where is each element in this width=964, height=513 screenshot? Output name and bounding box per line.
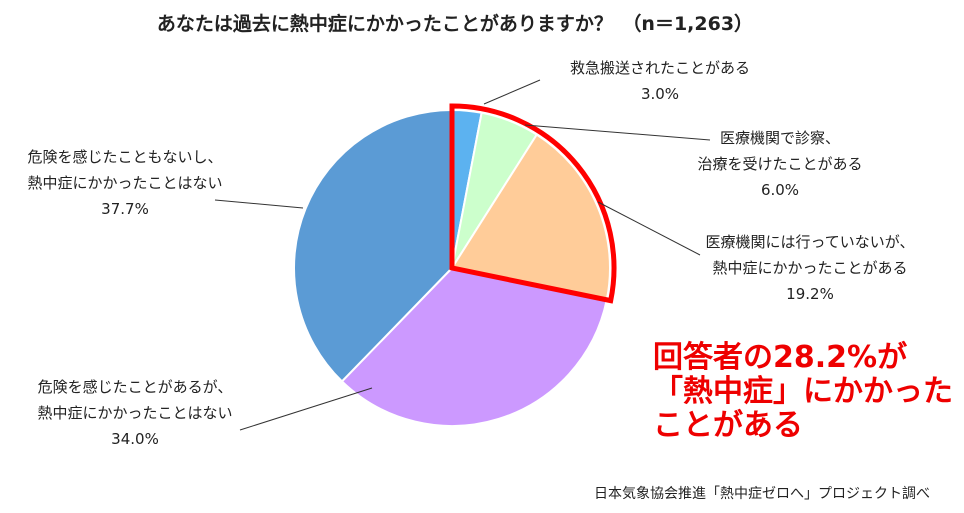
leader-line-5 xyxy=(214,199,304,209)
slice-label-4-line-1: 危険を感じたことがあるが、 xyxy=(38,378,233,396)
pie-slices xyxy=(293,103,617,427)
pie-slice-4 xyxy=(340,266,608,427)
slice-value-5: 37.7% xyxy=(101,200,149,218)
slice-label-5-line-2: 熱中症にかかったことはない xyxy=(27,174,222,192)
slice-label-2-line-1: 医療機関で診察、 xyxy=(720,129,840,147)
callout-line-2: 「熱中症」にかかった xyxy=(653,374,953,409)
slice-label-2-line-2: 治療を受けたことがある xyxy=(697,155,862,173)
slice-label-3-line-1: 医療機関には行っていないが、 xyxy=(706,233,915,251)
slice-labels: 救急搬送されたことがある 3.0% 医療機関で診察、治療を受けたことがある 6.0% 医… xyxy=(27,59,914,448)
callout-line-1: 回答者の28.2%が xyxy=(653,340,907,375)
callout-line-3: ことがある xyxy=(653,408,803,443)
leader-line-1 xyxy=(483,79,541,105)
slice-value-2: 6.0% xyxy=(761,181,799,199)
leader-line-2 xyxy=(524,124,711,141)
slice-label-3-line-2: 熱中症にかかったことがある xyxy=(712,259,907,277)
pie-slice-5 xyxy=(293,108,453,383)
chart-title: あなたは過去に熱中症にかかったことがありますか？ （n＝1,263） xyxy=(157,12,753,35)
source-note: 日本気象協会推進「熱中症ゼロへ」プロジェクト調べ xyxy=(594,486,930,502)
leader-lines xyxy=(214,79,711,431)
leader-line-3 xyxy=(597,201,701,256)
slice-label-5-line-1: 危険を感じたこともないし、 xyxy=(27,148,222,166)
slice-label-1-line-1: 救急搬送されたことがある xyxy=(570,59,750,77)
pie-slice-3 xyxy=(450,133,611,302)
slice-label-4-line-2: 熱中症にかかったことはない xyxy=(37,404,232,422)
slice-value-3: 19.2% xyxy=(786,285,834,303)
slice-value-4: 34.0% xyxy=(111,430,159,448)
highlight-outline xyxy=(449,103,617,304)
slice-value-1: 3.0% xyxy=(641,85,679,103)
leader-line-4 xyxy=(239,387,373,431)
